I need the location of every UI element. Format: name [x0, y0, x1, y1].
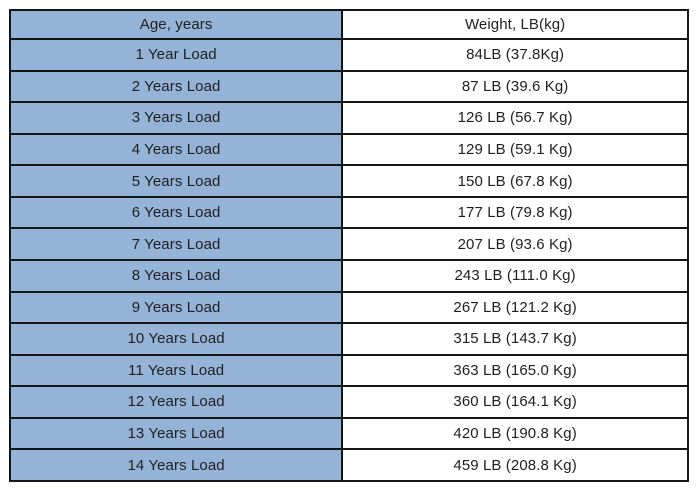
age-cell: 7 Years Load	[8, 227, 344, 261]
weight-cell: 315 LB (143.7 Kg)	[341, 322, 689, 356]
weight-cell: 84LB (37.8Kg)	[341, 38, 689, 72]
age-cell: 4 Years Load	[8, 132, 344, 167]
weight-cell: 420 LB (190.8 Kg)	[341, 416, 689, 451]
table-row: 6 Years Load 177 LB (79.8 Kg)	[8, 195, 689, 230]
table-row: 9 Years Load 267 LB (121.2 Kg)	[8, 290, 689, 325]
table-header-row: Age, years Weight, LB(kg)	[8, 9, 689, 40]
table-row: 1 Year Load 84LB (37.8Kg)	[8, 38, 689, 72]
age-cell: 14 Years Load	[8, 448, 344, 482]
age-cell: 13 Years Load	[8, 416, 344, 451]
age-cell: 12 Years Load	[8, 385, 344, 419]
table-row: 13 Years Load 420 LB (190.8 Kg)	[8, 416, 689, 451]
table-row: 4 Years Load 129 LB (59.1 Kg)	[8, 132, 689, 167]
weight-cell: 363 LB (165.0 Kg)	[341, 353, 689, 388]
age-column-header: Age, years	[8, 9, 344, 40]
age-cell: 8 Years Load	[8, 258, 344, 293]
age-cell: 3 Years Load	[8, 101, 344, 135]
table-row: 11 Years Load 363 LB (165.0 Kg)	[8, 353, 689, 388]
weight-cell: 360 LB (164.1 Kg)	[341, 385, 689, 419]
table-row: 12 Years Load 360 LB (164.1 Kg)	[8, 385, 689, 419]
age-cell: 2 Years Load	[8, 69, 344, 104]
table-row: 14 Years Load 459 LB (208.8 Kg)	[8, 448, 689, 482]
weight-column-header: Weight, LB(kg)	[341, 9, 689, 40]
table-row: 10 Years Load 315 LB (143.7 Kg)	[8, 322, 689, 356]
age-cell: 10 Years Load	[8, 322, 344, 356]
weight-cell: 150 LB (67.8 Kg)	[341, 164, 689, 198]
weight-cell: 129 LB (59.1 Kg)	[341, 132, 689, 167]
age-weight-table: Age, years Weight, LB(kg) 1 Year Load 84L…	[8, 9, 689, 482]
table-row: 5 Years Load 150 LB (67.8 Kg)	[8, 164, 689, 198]
table-body: 1 Year Load 84LB (37.8Kg) 2 Years Load 87 L…	[8, 38, 689, 482]
age-cell: 11 Years Load	[8, 353, 344, 388]
age-cell: 5 Years Load	[8, 164, 344, 198]
age-cell: 6 Years Load	[8, 195, 344, 230]
weight-cell: 177 LB (79.8 Kg)	[341, 195, 689, 230]
weight-cell: 207 LB (93.6 Kg)	[341, 227, 689, 261]
weight-cell: 126 LB (56.7 Kg)	[341, 101, 689, 135]
weight-cell: 87 LB (39.6 Kg)	[341, 69, 689, 104]
table-row: 8 Years Load 243 LB (111.0 Kg)	[8, 258, 689, 293]
age-cell: 9 Years Load	[8, 290, 344, 325]
age-cell: 1 Year Load	[8, 38, 344, 72]
table-row: 7 Years Load 207 LB (93.6 Kg)	[8, 227, 689, 261]
table-row: 2 Years Load 87 LB (39.6 Kg)	[8, 69, 689, 104]
weight-cell: 243 LB (111.0 Kg)	[341, 258, 689, 293]
weight-cell: 267 LB (121.2 Kg)	[341, 290, 689, 325]
weight-cell: 459 LB (208.8 Kg)	[341, 448, 689, 482]
table-row: 3 Years Load 126 LB (56.7 Kg)	[8, 101, 689, 135]
